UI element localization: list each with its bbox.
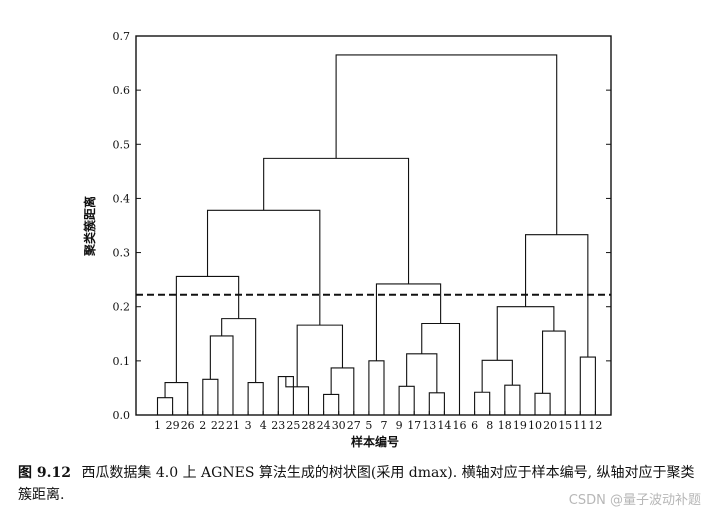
- leaf-label: 30: [332, 419, 346, 432]
- leaf-label: 13: [422, 419, 436, 432]
- leaf-label: 21: [226, 419, 240, 432]
- leaf-label: 25: [286, 419, 300, 432]
- merge-link: [164, 381, 189, 415]
- leaf-label: 19: [513, 419, 527, 432]
- y-tick-label: 0.6: [113, 84, 131, 97]
- watermark: CSDN @量子波动补题: [568, 493, 701, 508]
- merge-link: [542, 330, 566, 415]
- leaf-label: 3: [245, 419, 252, 432]
- merge-link: [330, 367, 355, 415]
- figure-caption: 图 9.12 西瓜数据集 4.0 上 AGNES 算法生成的树状图(采用 dma…: [18, 462, 698, 506]
- leaf-label: 10: [528, 419, 542, 432]
- y-tick-label: 0.4: [113, 192, 131, 205]
- merge-link: [175, 275, 240, 383]
- leaf-label: 28: [302, 419, 316, 432]
- y-tick-label: 0.2: [113, 301, 131, 314]
- merge-link: [296, 324, 344, 387]
- leaf-label: 9: [396, 419, 403, 432]
- leaf-label: 2: [199, 419, 206, 432]
- merge-link: [156, 397, 174, 415]
- leaf-label: 26: [181, 419, 195, 432]
- merge-link: [496, 306, 555, 361]
- leaf-label: 15: [558, 419, 572, 432]
- merge-link: [421, 322, 461, 415]
- plot-frame: [135, 35, 612, 416]
- dendrogram-links: [156, 54, 596, 415]
- leaf-label: 5: [365, 419, 372, 432]
- merge-link: [368, 360, 385, 415]
- merge-link: [209, 335, 234, 415]
- merge-link: [335, 54, 558, 235]
- merge-link: [406, 353, 438, 393]
- merge-link: [202, 378, 219, 415]
- y-tick-label: 0.0: [113, 409, 131, 422]
- leaf-label: 20: [543, 419, 557, 432]
- leaf-label: 16: [453, 419, 467, 432]
- leaf-label: 17: [407, 419, 421, 432]
- merge-link: [428, 392, 445, 415]
- leaf-label: 11: [573, 419, 587, 432]
- merge-link: [221, 318, 257, 383]
- merge-link: [247, 381, 264, 415]
- leaf-labels: 1 29 26 2 22 21 3 4 23 25 28 24 30 27 5 7 9 17 13 14 16 6 8 18 1…: [154, 411, 602, 432]
- merge-link: [474, 391, 491, 415]
- leaf-label: 1: [154, 419, 161, 432]
- y-tick-label: 0.1: [113, 355, 131, 368]
- merge-link: [534, 392, 551, 415]
- y-axis-title: 聚类簇距离: [82, 196, 97, 257]
- figure-number: 图 9.12: [18, 465, 71, 481]
- x-axis-title: 样本编号: [351, 434, 399, 449]
- merge-link: [525, 234, 589, 358]
- leaf-label: 27: [347, 419, 361, 432]
- leaf-label: 8: [486, 419, 493, 432]
- leaf-label: 7: [381, 419, 388, 432]
- merge-link: [323, 393, 340, 415]
- leaf-label: 6: [471, 419, 478, 432]
- merge-link: [481, 359, 513, 393]
- leaf-label: 12: [588, 419, 602, 432]
- caption-text: 西瓜数据集 4.0 上 AGNES 算法生成的树状图(采用 dmax). 横轴对…: [18, 465, 695, 503]
- merge-link: [579, 356, 596, 415]
- y-tick-label: 0.3: [113, 247, 131, 260]
- y-tick-label: 0.5: [113, 138, 131, 151]
- leaf-label: 22: [211, 419, 225, 432]
- dendrogram-figure: 0.00.10.20.30.40.50.60.7 1 29 26 2 22 21 3 4 23 2…: [82, 30, 612, 449]
- leaf-label: 14: [437, 419, 451, 432]
- merge-link: [263, 157, 410, 284]
- leaf-label: 23: [271, 419, 285, 432]
- merge-link: [398, 385, 415, 415]
- leaf-label: 18: [498, 419, 512, 432]
- leaf-label: 24: [317, 419, 331, 432]
- leaf-label: 4: [260, 419, 267, 432]
- merge-link: [285, 376, 310, 415]
- merge-link: [206, 209, 321, 326]
- merge-link: [504, 384, 521, 415]
- merge-link: [375, 283, 442, 361]
- y-axis: 0.0 0.1 0.2 0.3 0.4 0.5 0.6 0.7: [113, 30, 611, 422]
- leaf-label: 29: [166, 419, 180, 432]
- y-tick-label: 0.7: [113, 30, 131, 43]
